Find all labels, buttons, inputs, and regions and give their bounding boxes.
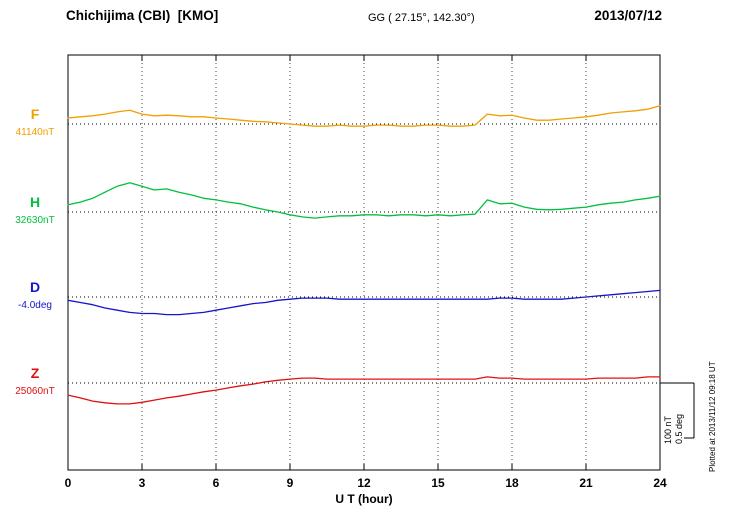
series-baseline-d: -4.0deg (18, 300, 52, 311)
plot-date: 2013/07/12 (594, 8, 662, 23)
x-tick-0: 0 (64, 476, 72, 490)
x-tick-24: 24 (653, 476, 667, 490)
scale-nt-label: 100 nT (663, 415, 673, 444)
x-tick-15: 15 (431, 476, 445, 490)
x-tick-12: 12 (357, 476, 371, 490)
geographic-coords: GG ( 27.15°, 142.30°) (368, 12, 475, 24)
x-tick-21: 21 (579, 476, 593, 490)
x-tick-6: 6 (212, 476, 220, 490)
series-label-z: Z (30, 365, 40, 381)
scale-deg-label: 0.5 deg (674, 413, 684, 444)
series-label-f: F (30, 106, 40, 122)
x-tick-18: 18 (505, 476, 519, 490)
series-baseline-h: 32630nT (15, 215, 55, 226)
plotted-at-note: Plotted at 2013/11/12 09:18 UT (708, 361, 717, 472)
scale-bar-labels: 100 nT 0.5 deg (663, 386, 689, 444)
series-label-d: D (29, 279, 41, 295)
x-tick-3: 3 (138, 476, 146, 490)
series-label-h: H (29, 194, 41, 210)
series-baseline-z: 25060nT (15, 386, 55, 397)
series-baseline-f: 41140nT (15, 127, 55, 138)
x-axis-label: U T (hour) (335, 492, 393, 506)
station-title: Chichijima (CBI) [KMO] (66, 8, 219, 23)
x-tick-9: 9 (286, 476, 294, 490)
